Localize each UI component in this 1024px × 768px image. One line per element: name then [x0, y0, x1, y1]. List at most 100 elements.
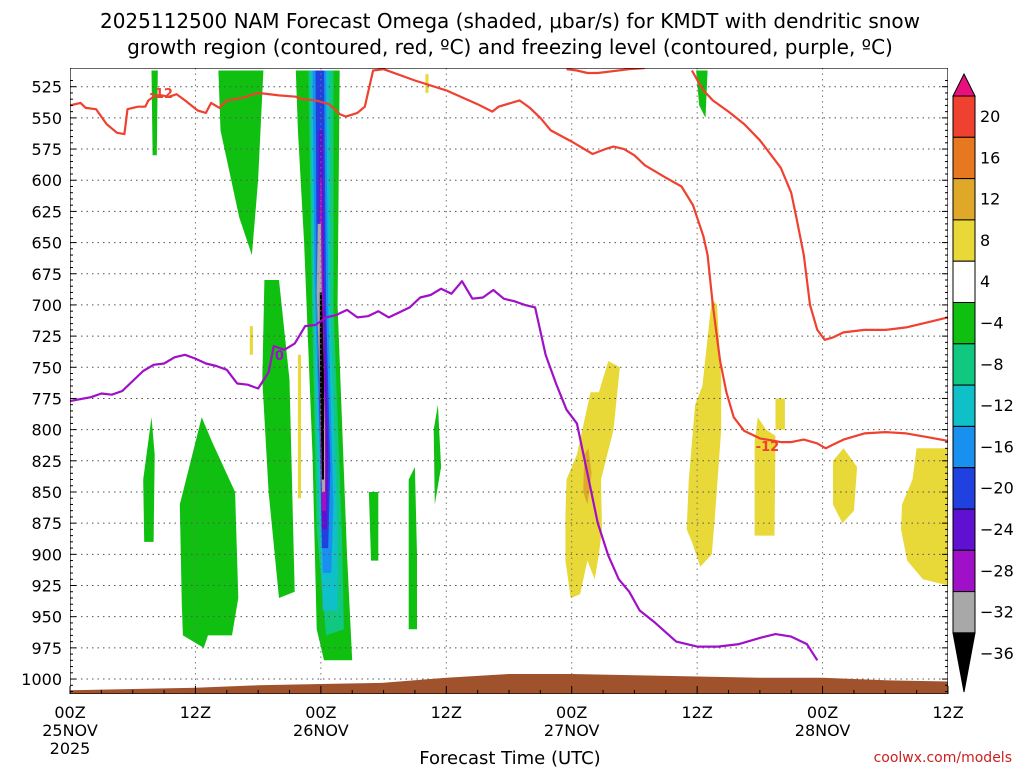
- omega-shading: [143, 70, 948, 661]
- colorbar-band--12--8: [952, 343, 976, 386]
- x-tick-label-84-1: 12Z: [932, 703, 963, 722]
- colorbar-band--4-4: [952, 260, 976, 304]
- colorbar-label-9: −20: [980, 479, 1014, 498]
- dgz-contour-0: [70, 68, 948, 450]
- y-tick-label-800: 800: [31, 421, 62, 440]
- colorbar-label-11: −28: [980, 561, 1014, 580]
- x-axis-title: Forecast Time (UTC): [419, 748, 600, 768]
- y-tick-label-900: 900: [31, 545, 62, 564]
- omega-region-7: [408, 467, 417, 630]
- y-tick-label-525: 525: [31, 78, 62, 97]
- credit-text: coolwx.com/models: [874, 750, 1012, 766]
- omega-region-1: [218, 70, 264, 256]
- colorbar-label-4: 4: [980, 272, 990, 291]
- x-tick-label-36-1: 12Z: [431, 703, 462, 722]
- omega-region-23: [754, 417, 776, 536]
- chart-title-line-2: growth region (contoured, red, ºC) and f…: [127, 35, 893, 59]
- omega-region-26: [901, 448, 948, 586]
- colorbar-label-3: 8: [980, 231, 990, 250]
- omega-region-17: [319, 292, 324, 480]
- y-tick-label-850: 850: [31, 483, 62, 502]
- omega-region-5: [179, 417, 239, 648]
- x-tick-label-0-3: 2025: [50, 739, 91, 758]
- colorbar-band--8--4: [952, 302, 976, 345]
- omega-region-8: [433, 404, 442, 505]
- y-tick-label-625: 625: [31, 202, 62, 221]
- chart-title-line-1: 2025112500 NAM Forecast Omega (shaded, μ…: [100, 9, 920, 33]
- colorbar-top-arrow: [952, 72, 976, 97]
- y-tick-label-950: 950: [31, 608, 62, 627]
- y-tick-label-600: 600: [31, 171, 62, 190]
- colorbar-band--32--28: [952, 549, 976, 593]
- y-tick-label-725: 725: [31, 327, 62, 346]
- y-tick-label-875: 875: [31, 514, 62, 533]
- colorbar-label-13: −36: [980, 644, 1014, 663]
- x-tick-label-48-2: 27NOV: [544, 721, 600, 740]
- y-tick-label-775: 775: [31, 389, 62, 408]
- x-tick-label-0-1: 00Z: [54, 703, 85, 722]
- colorbar-band-8-12: [952, 178, 976, 221]
- colorbar-band--20--16: [952, 425, 976, 469]
- x-tick-label-72-2: 28NOV: [795, 721, 851, 740]
- dgz-label-upper: -12: [149, 87, 173, 102]
- omega-region-0: [151, 70, 158, 156]
- colorbar-band-16-20: [952, 95, 976, 138]
- omega-region-25: [833, 448, 858, 524]
- y-tick-label-550: 550: [31, 109, 62, 128]
- colorbar-label-10: −24: [980, 520, 1014, 539]
- colorbar-bottom-arrow: [952, 632, 976, 693]
- y-tick-label-700: 700: [31, 296, 62, 315]
- x-tick-label-24-1: 00Z: [305, 703, 336, 722]
- y-tick-label-675: 675: [31, 265, 62, 284]
- y-axis-ticks: 525 550 575 600 625 650 675 700 725 750 775 800 825 8…: [21, 78, 948, 693]
- y-tick-label-825: 825: [31, 452, 62, 471]
- y-tick-label-575: 575: [31, 140, 62, 159]
- colorbar-band-4-8: [952, 219, 976, 262]
- colorbar-label-2: 12: [980, 190, 1000, 209]
- freezing-level-label: 0: [275, 349, 284, 364]
- temperature-contours: -12 -12 0: [70, 68, 948, 661]
- freezing-level-contour: [70, 280, 819, 661]
- colorbar-band--24--20: [952, 467, 976, 510]
- colorbar-label-7: −12: [980, 396, 1014, 415]
- dgz-contour-2: [690, 69, 948, 341]
- colorbar-band--36--32: [952, 591, 976, 634]
- omega-region-21: [565, 361, 620, 598]
- x-tick-label-72-1: 00Z: [807, 703, 838, 722]
- plot-area: -12 -12 0: [70, 68, 948, 694]
- x-tick-label-0-2: 25NOV: [42, 721, 98, 740]
- y-tick-label-975: 975: [31, 639, 62, 658]
- x-tick-label-48-1: 00Z: [556, 703, 587, 722]
- y-tick-label-650: 650: [31, 234, 62, 253]
- dgz-label-lower: -12: [756, 440, 780, 455]
- x-tick-label-60-1: 12Z: [681, 703, 712, 722]
- omega-region-19: [297, 354, 301, 499]
- omega-region-18: [249, 326, 253, 355]
- colorbar-label-1: 16: [980, 148, 1000, 167]
- colorbar-band-12-16: [952, 136, 976, 180]
- dgz-contour-1: [566, 68, 645, 75]
- terrain-fill: [70, 674, 948, 694]
- omega-region-2: [262, 280, 295, 598]
- omega-region-24: [775, 398, 785, 430]
- y-tick-label-1000: 1000: [21, 670, 62, 689]
- gridlines: [70, 68, 948, 694]
- omega-region-22: [686, 298, 722, 567]
- colorbar: 20 16 12 8 4 −4 −8 −12 −16 −20 −24 −28 −32 −36: [952, 72, 1014, 693]
- terrain-surface: [70, 674, 948, 694]
- y-tick-label-925: 925: [31, 577, 62, 596]
- omega-region-6: [368, 492, 379, 561]
- colorbar-label-12: −32: [980, 603, 1014, 622]
- colorbar-band--16--12: [952, 384, 976, 427]
- colorbar-label-8: −16: [980, 437, 1014, 456]
- x-tick-label-24-2: 26NOV: [293, 721, 349, 740]
- colorbar-label-5: −4: [980, 314, 1004, 333]
- y-tick-label-750: 750: [31, 358, 62, 377]
- colorbar-label-6: −8: [980, 355, 1004, 374]
- colorbar-label-0: 20: [980, 107, 1000, 126]
- omega-region-4: [143, 417, 155, 542]
- colorbar-band--28--24: [952, 508, 976, 551]
- x-tick-label-12-1: 12Z: [180, 703, 211, 722]
